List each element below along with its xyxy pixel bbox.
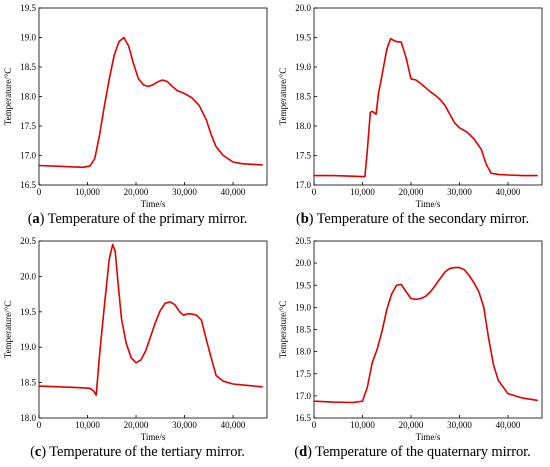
y-tick-label: 19.0	[295, 62, 311, 72]
x-tick-label: 40,000	[496, 420, 521, 430]
y-tick-label: 19.0	[20, 33, 36, 43]
y-tick-label: 17.0	[295, 180, 311, 190]
y-tick-label: 19.5	[20, 307, 36, 317]
x-tick-label: 10,000	[75, 187, 100, 197]
y-axis-label: Temperature/°C	[3, 301, 13, 358]
caption-text: Temperature of the tertiary mirror.	[45, 444, 245, 460]
x-axis-label: Time/s	[141, 432, 166, 442]
y-tick-label: 19.0	[20, 342, 36, 352]
caption-letter: c	[34, 444, 42, 460]
y-tick-label: 20.5	[295, 236, 311, 246]
plot-frame	[313, 240, 543, 419]
y-tick-label: 18.0	[295, 121, 311, 131]
x-tick-label: 30,000	[172, 187, 197, 197]
caption-a: (a) Temperature of the primary mirror.	[27, 211, 248, 227]
caption-letter: a	[32, 211, 40, 227]
x-tick-label: 40,000	[496, 187, 521, 197]
x-tick-label: 40,000	[221, 187, 246, 197]
x-tick-label: 10,000	[350, 187, 375, 197]
y-tick-label: 16.5	[20, 180, 36, 190]
y-tick-label: 18.5	[295, 92, 311, 102]
x-tick-label: 0	[37, 187, 42, 197]
temperature-series-line	[313, 37, 538, 178]
x-tick-label: 20,000	[399, 187, 424, 197]
y-tick-label: 19.5	[20, 3, 36, 13]
y-tick-label: 19.5	[295, 33, 311, 43]
x-axis-label: Time/s	[416, 199, 441, 209]
y-tick-label: 17.0	[20, 151, 36, 161]
y-tick-label: 19.5	[295, 280, 311, 290]
y-tick-label: 20.5	[20, 236, 36, 246]
y-tick-label: 18.5	[20, 62, 36, 72]
y-axis-label: Temperature/°C	[3, 68, 13, 125]
y-tick-label: 18.0	[20, 92, 36, 102]
x-tick-label: 0	[37, 420, 42, 430]
x-tick-label: 30,000	[447, 187, 472, 197]
caption-c: (c) Temperature of the tertiary mirror.	[30, 444, 245, 460]
chart-primary-mirror: 0 10,000 20,000 30,000 40,000 16.5 17.0 17.5 18.…	[3, 3, 268, 209]
y-tick-label: 18.0	[20, 413, 36, 423]
y-tick-label: 20.0	[20, 271, 36, 281]
chart-tertiary-mirror: 0 10,000 20,000 30,000 40,000 18.0 18.5 19.0 19.…	[3, 236, 268, 442]
caption-b: (b) Temperature of the secondary mirror.	[295, 211, 530, 227]
y-axis-label: Temperature/°C	[278, 301, 288, 358]
y-tick-label: 17.5	[20, 121, 36, 131]
x-tick-label: 20,000	[124, 420, 149, 430]
caption-text: Temperature of the secondary mirror.	[313, 211, 530, 227]
temperature-series-line	[313, 266, 538, 404]
chart-panel-b: 0 10,000 20,000 30,000 40,000 17.0 17.5 18.0 18.…	[275, 0, 550, 233]
y-axis-label: Temperature/°C	[278, 68, 288, 125]
chart-panel-c: 0 10,000 20,000 30,000 40,000 18.0 18.5 19.0 19.…	[0, 233, 275, 466]
caption-letter: b	[300, 211, 309, 227]
caption-text: Temperature of the primary mirror.	[44, 211, 248, 227]
chart-quaternary-mirror: 0 10,000 20,000 30,000 40,000 16.5 17.0 17.5 18.…	[278, 236, 543, 442]
plot-frame	[313, 7, 543, 186]
y-tick-label: 18.0	[295, 347, 311, 357]
y-tick-label: 20.0	[295, 258, 311, 268]
y-tick-label: 19.0	[295, 302, 311, 312]
y-tick-label: 18.5	[295, 325, 311, 335]
temperature-series-line	[38, 36, 263, 169]
chart-panel-a: 0 10,000 20,000 30,000 40,000 16.5 17.0 17.5 18.…	[0, 0, 275, 233]
x-tick-label: 20,000	[399, 420, 424, 430]
x-tick-label: 10,000	[350, 420, 375, 430]
y-tick-label: 17.5	[295, 151, 311, 161]
x-tick-label: 20,000	[124, 187, 149, 197]
x-axis-label: Time/s	[416, 432, 441, 442]
y-tick-label: 16.5	[295, 413, 311, 423]
plot-frame	[38, 7, 268, 186]
x-axis-label: Time/s	[141, 199, 166, 209]
plot-frame	[38, 240, 268, 419]
x-tick-label: 0	[312, 420, 317, 430]
caption-d: (d) Temperature of the quaternary mirror…	[294, 444, 531, 460]
y-tick-label: 17.0	[295, 391, 311, 401]
chart-panel-d: 0 10,000 20,000 30,000 40,000 16.5 17.0 17.5 18.…	[275, 233, 550, 466]
x-tick-label: 0	[312, 187, 317, 197]
y-tick-label: 17.5	[295, 369, 311, 379]
y-tick-label: 20.0	[295, 3, 311, 13]
x-tick-label: 30,000	[447, 420, 472, 430]
x-tick-label: 10,000	[75, 420, 100, 430]
caption-text: Temperature of the quaternary mirror.	[311, 444, 531, 460]
y-tick-label: 18.5	[20, 378, 36, 388]
x-tick-label: 40,000	[221, 420, 246, 430]
caption-letter: d	[299, 444, 308, 460]
chart-secondary-mirror: 0 10,000 20,000 30,000 40,000 17.0 17.5 18.0 18.…	[278, 3, 543, 209]
x-tick-label: 30,000	[172, 420, 197, 430]
temperature-series-line	[38, 243, 263, 397]
